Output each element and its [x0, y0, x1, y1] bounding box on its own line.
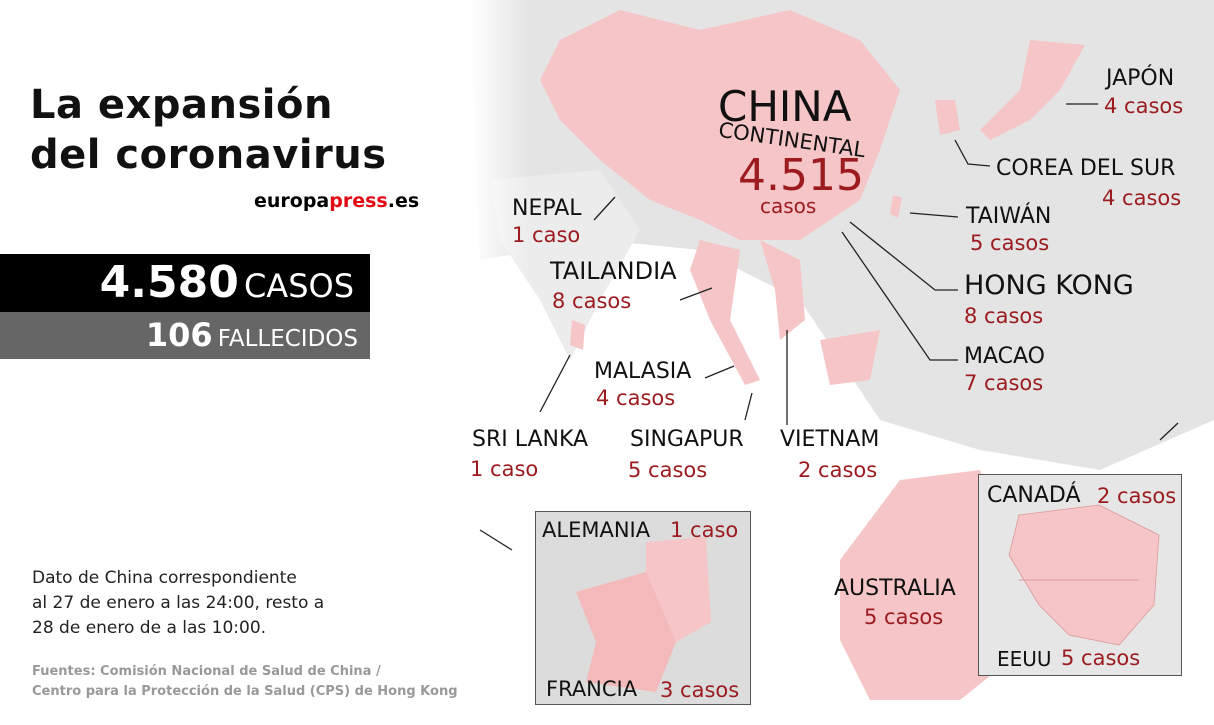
- label-francia: FRANCIA: [546, 677, 638, 701]
- title-line1: La expansión: [30, 82, 333, 128]
- cases-australia: 5 casos: [864, 605, 944, 629]
- label-japon: JAPÓN: [1106, 66, 1175, 91]
- label-srilanka: SRI LANKA: [472, 427, 589, 452]
- deaths-bar: 106 FALLECIDOS: [0, 312, 370, 359]
- arrows: [479, 103, 1179, 551]
- label-hongkong: HONG KONG: [964, 270, 1134, 301]
- china-count: 4.515: [738, 150, 864, 201]
- label-nepal: NEPAL: [512, 196, 582, 221]
- label-singapur: SINGAPUR: [630, 427, 744, 452]
- philippines-shape: [820, 330, 880, 385]
- label-alemania: ALEMANIA: [542, 518, 651, 542]
- cases-malasia: 4 casos: [596, 386, 676, 410]
- australia-shape: [840, 470, 1010, 700]
- label-tailandia: TAILANDIA: [550, 257, 677, 285]
- japan-shape: [980, 40, 1085, 140]
- cases-tailandia: 8 casos: [552, 289, 632, 313]
- cases-macao: 7 casos: [964, 371, 1044, 395]
- label-eeuu: EEUU: [997, 647, 1052, 671]
- inset-north-america: CANADÁ 2 casos EEUU 5 casos: [978, 474, 1182, 676]
- inset-europe: ALEMANIA 1 caso FRANCIA 3 casos: [535, 511, 751, 705]
- label-vietnam: VIETNAM: [780, 427, 880, 452]
- cases-bar: 4.580 CASOS: [0, 254, 370, 312]
- cases-japon: 4 casos: [1104, 94, 1184, 118]
- sources: Fuentes: Comisión Nacional de Salud de C…: [32, 664, 458, 699]
- cases-srilanka: 1 caso: [470, 457, 539, 481]
- cases-taiwan: 5 casos: [970, 231, 1050, 255]
- cases-singapur: 5 casos: [628, 458, 708, 482]
- label-canada: CANADÁ: [987, 483, 1081, 508]
- title-line2: del coronavirus: [30, 132, 387, 178]
- china-unit: casos: [760, 194, 817, 218]
- brand-logo: europapress.es: [254, 190, 420, 212]
- taiwan-shape: [890, 195, 902, 218]
- cases-label: CASOS: [243, 267, 354, 305]
- label-australia: AUSTRALIA: [834, 576, 956, 601]
- label-malasia: MALASIA: [594, 359, 692, 384]
- cases-corea: 4 casos: [1102, 186, 1182, 210]
- label-corea: COREA DEL SUR: [996, 156, 1176, 181]
- cases-alemania: 1 caso: [670, 518, 739, 542]
- srilanka-shape: [570, 320, 585, 350]
- label-taiwan: TAIWÁN: [966, 204, 1052, 229]
- korea-shape: [935, 100, 960, 135]
- china-name: CHINA: [718, 82, 852, 131]
- deaths-count: 106: [145, 316, 213, 354]
- cases-eeuu: 5 casos: [1061, 646, 1141, 670]
- thailand-shape: [690, 240, 760, 385]
- china-shape: [540, 10, 900, 240]
- data-note: Dato de China correspondiente al 27 de en…: [32, 568, 325, 638]
- label-macao: MACAO: [964, 344, 1045, 369]
- cases-francia: 3 casos: [660, 678, 740, 702]
- cases-hongkong: 8 casos: [964, 304, 1044, 328]
- cases-count: 4.580: [99, 257, 239, 308]
- cases-vietnam: 2 casos: [798, 458, 878, 482]
- deaths-label: FALLECIDOS: [217, 326, 358, 352]
- cases-nepal: 1 caso: [512, 223, 581, 247]
- vietnam-shape: [760, 240, 805, 340]
- cases-canada: 2 casos: [1097, 484, 1177, 508]
